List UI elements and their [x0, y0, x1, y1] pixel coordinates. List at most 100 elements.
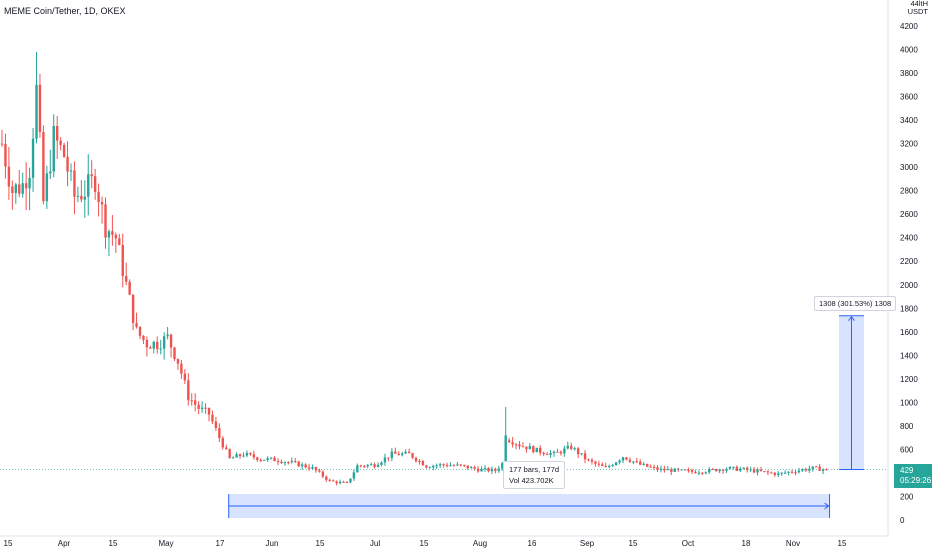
candle-body: [169, 334, 173, 348]
candle: [225, 444, 228, 450]
candle: [173, 346, 176, 361]
candle: [349, 478, 352, 484]
candle-body: [721, 469, 725, 471]
candle-body: [18, 184, 21, 194]
candle: [466, 465, 469, 470]
candle-body: [128, 281, 131, 295]
candle: [704, 471, 707, 475]
candle-body: [470, 467, 473, 469]
candle: [218, 423, 221, 442]
candle-body: [28, 177, 31, 189]
candle: [342, 480, 345, 483]
candle: [118, 233, 121, 246]
candle-body: [145, 339, 149, 348]
candle: [401, 451, 404, 457]
candle-body: [632, 461, 635, 463]
candle-body: [342, 481, 345, 483]
x-tick-label: 17: [216, 539, 225, 548]
candle: [200, 401, 204, 413]
candle-body: [821, 469, 825, 471]
candle-body: [797, 470, 801, 473]
y-tick-label: 2400: [900, 234, 918, 243]
candle-body: [283, 462, 287, 464]
x-tick-label: 15: [4, 539, 13, 548]
y-tick-label: 4200: [900, 22, 918, 31]
candle: [69, 163, 73, 182]
x-tick-label: Oct: [682, 539, 695, 548]
candle-body: [673, 468, 676, 472]
y-tick-label: 800: [900, 422, 914, 431]
candle: [235, 452, 238, 458]
candle-body: [666, 469, 670, 471]
candle: [121, 233, 124, 288]
candle: [404, 449, 407, 455]
candle-body: [780, 472, 783, 474]
candle-body: [504, 435, 507, 465]
candle-body: [614, 462, 618, 466]
candle-body: [411, 453, 414, 458]
candle-body: [228, 449, 231, 458]
candle: [383, 453, 387, 466]
candle: [190, 393, 193, 406]
candle-body: [38, 84, 42, 133]
candle-body: [452, 465, 456, 467]
candle: [659, 465, 663, 473]
price-measure-label[interactable]: 1308 (301.53%) 1308: [814, 295, 897, 311]
candle: [790, 469, 794, 474]
candle: [725, 467, 728, 473]
candle: [128, 279, 131, 296]
candle: [145, 336, 149, 357]
candle-body: [456, 464, 459, 466]
candle: [307, 464, 311, 471]
candle: [411, 452, 414, 460]
candle-body: [576, 448, 580, 455]
candle-body: [125, 276, 128, 282]
candle-body: [52, 125, 55, 172]
candle-body: [618, 460, 621, 463]
candle: [421, 459, 425, 466]
y-tick-label: 4000: [900, 46, 918, 55]
symbol-title[interactable]: MEME Coin/Tether, 1D, OKEX: [4, 6, 126, 16]
candle-body: [114, 234, 118, 239]
candle: [694, 469, 697, 474]
candle-body: [766, 471, 770, 473]
candle-body: [87, 174, 90, 197]
candle: [459, 464, 463, 467]
candle: [204, 403, 207, 414]
candle-body: [349, 478, 352, 483]
candle: [815, 465, 818, 468]
y-tick-label: 600: [900, 445, 914, 454]
candle-body: [76, 195, 80, 197]
candle-body: [539, 447, 542, 453]
y-tick-label: 1800: [900, 304, 918, 313]
candle: [156, 336, 159, 354]
candle-body: [180, 363, 183, 374]
candle: [214, 416, 218, 431]
candle-body: [162, 336, 166, 349]
candle: [97, 183, 100, 217]
unit-top-label: 44ltH: [910, 0, 928, 8]
candle-body: [218, 428, 221, 439]
candle-body: [325, 476, 328, 480]
candle: [683, 469, 687, 471]
candle-body: [511, 442, 514, 445]
candle: [518, 440, 521, 450]
candle-body: [494, 468, 497, 471]
candle-body: [704, 472, 707, 474]
candle-body: [763, 471, 766, 473]
candle-body: [93, 176, 97, 192]
candle-body: [121, 244, 124, 277]
candle: [338, 479, 342, 485]
candle-body: [401, 453, 404, 456]
candle-body: [252, 454, 256, 458]
date-range-label[interactable]: 177 bars, 177d Vol 423.702K: [503, 461, 566, 489]
candle-body: [663, 468, 666, 471]
candle-body: [756, 469, 759, 473]
candle: [11, 180, 14, 210]
candle: [328, 478, 331, 482]
candle: [825, 468, 828, 471]
candle: [197, 401, 200, 415]
candle-body: [542, 452, 545, 455]
